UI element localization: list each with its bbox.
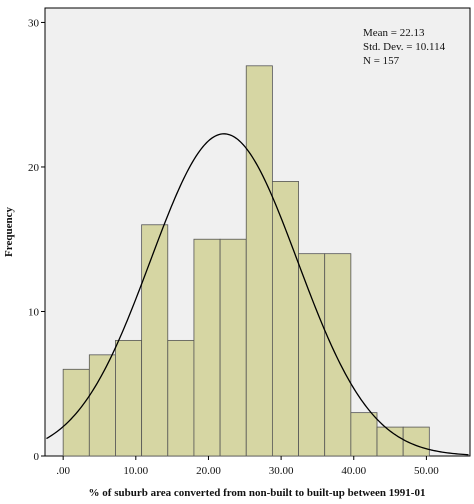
histogram-bar-13 [376, 426, 404, 457]
histogram-bar-2 [88, 354, 116, 457]
bars [62, 65, 430, 457]
histogram-bar-3 [115, 339, 143, 457]
histogram-bar-4 [141, 224, 169, 457]
histogram-bar-9 [271, 181, 299, 457]
stat-mean: Mean = 22.13 [363, 27, 425, 39]
histogram-bar-6 [193, 238, 221, 457]
x-tick-label: 50.00 [414, 465, 439, 477]
histogram-bar-12 [350, 412, 378, 457]
stat-std-dev: Std. Dev. = 10.114 [363, 41, 446, 53]
y-tick-label: 30 [28, 17, 40, 29]
x-axis-title: % of suburb area converted from non-buil… [89, 487, 426, 499]
y-tick-label: 0 [34, 451, 40, 463]
y-tick-label: 20 [28, 162, 40, 174]
histogram-bar-10 [298, 253, 326, 457]
x-tick-label: 40.00 [341, 465, 366, 477]
x-tick-label: 20.00 [196, 465, 221, 477]
x-axis: .00 10.00 20.00 30.00 40.00 50.00 [56, 456, 439, 477]
histogram-bar-7 [219, 238, 247, 457]
x-tick-label: 30.00 [269, 465, 294, 477]
histogram-bar-11 [324, 253, 352, 457]
x-tick-label: 10.00 [123, 465, 148, 477]
histogram-bar-8 [245, 65, 273, 457]
histogram-bar-5 [167, 339, 195, 457]
y-axis: 0 10 20 30 [28, 17, 45, 463]
y-axis-title: Frequency [3, 207, 15, 257]
stat-n: N = 157 [363, 55, 400, 67]
normal-curve [46, 133, 469, 456]
y-tick-label: 10 [28, 306, 40, 318]
x-tick-label: .00 [56, 465, 70, 477]
stats-box: Mean = 22.13 Std. Dev. = 10.114 N = 157 [363, 27, 446, 67]
